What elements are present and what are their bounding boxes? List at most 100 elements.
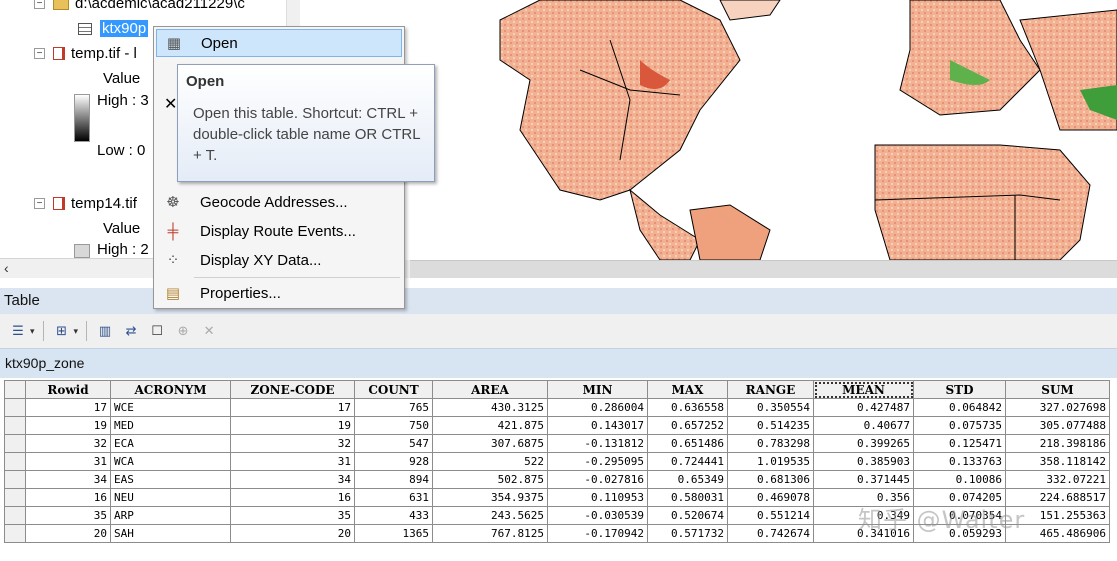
collapse-icon[interactable]: −: [34, 0, 45, 9]
cell-mean[interactable]: 0.399265: [813, 434, 914, 453]
dropdown-arrow-icon[interactable]: ▾: [30, 325, 35, 336]
cell-std[interactable]: 0.070354: [913, 506, 1006, 525]
row-selector[interactable]: [4, 452, 26, 471]
cell-std[interactable]: 0.059293: [913, 524, 1006, 543]
cell-area[interactable]: 243.5625: [432, 506, 548, 525]
raster-checkbox-icon[interactable]: [53, 197, 65, 210]
cell-count[interactable]: 750: [354, 416, 433, 435]
cell-area[interactable]: 522: [432, 452, 548, 471]
cell-max[interactable]: 0.571732: [647, 524, 728, 543]
table-row[interactable]: 16 NEU 16 631 354.9375 0.110953 0.580031 0.4690…: [4, 488, 1110, 507]
cell-range[interactable]: 0.551214: [727, 506, 814, 525]
table-options-icon[interactable]: ☰: [12, 323, 24, 338]
cell-sum[interactable]: 332.07221: [1005, 470, 1110, 489]
column-header-rowid[interactable]: Rowid: [25, 380, 111, 399]
cell-max[interactable]: 0.657252: [647, 416, 728, 435]
cell-mean[interactable]: 0.371445: [813, 470, 914, 489]
cell-max[interactable]: 0.724441: [647, 452, 728, 471]
cell-acronym[interactable]: MED: [110, 416, 231, 435]
collapse-icon[interactable]: −: [34, 198, 45, 209]
column-header-range[interactable]: RANGE: [727, 380, 814, 399]
cell-zone-code[interactable]: 31: [230, 452, 355, 471]
cell-acronym[interactable]: EAS: [110, 470, 231, 489]
layer-name[interactable]: temp14.tif: [71, 195, 137, 212]
table-row[interactable]: 31 WCA 31 928 522 -0.295095 0.724441 1.019535 0.…: [4, 452, 1110, 471]
column-header-sum[interactable]: SUM: [1005, 380, 1110, 399]
layer-node-temp[interactable]: − temp.tif - l: [34, 45, 137, 62]
cell-range[interactable]: 0.783298: [727, 434, 814, 453]
cell-sum[interactable]: 218.398186: [1005, 434, 1110, 453]
cell-area[interactable]: 502.875: [432, 470, 548, 489]
cell-zone-code[interactable]: 16: [230, 488, 355, 507]
cell-count[interactable]: 894: [354, 470, 433, 489]
cell-sum[interactable]: 465.486906: [1005, 524, 1110, 543]
map-horizontal-scrollbar[interactable]: [410, 260, 1117, 278]
table-row[interactable]: 20 SAH 20 1365 767.8125 -0.170942 0.571732 0.74…: [4, 524, 1110, 543]
table-row[interactable]: 17 WCE 17 765 430.3125 0.286004 0.636558 0.3505…: [4, 398, 1110, 417]
cell-rowid[interactable]: 32: [25, 434, 111, 453]
column-header-max[interactable]: MAX: [647, 380, 728, 399]
column-header-area[interactable]: AREA: [432, 380, 548, 399]
table-name[interactable]: ktx90p: [100, 20, 149, 37]
scroll-left-icon[interactable]: ‹: [4, 260, 9, 276]
cell-mean[interactable]: 0.356: [813, 488, 914, 507]
cell-zone-code[interactable]: 20: [230, 524, 355, 543]
cell-zone-code[interactable]: 35: [230, 506, 355, 525]
cell-acronym[interactable]: SAH: [110, 524, 231, 543]
cell-acronym[interactable]: ECA: [110, 434, 231, 453]
cell-rowid[interactable]: 35: [25, 506, 111, 525]
row-selector[interactable]: [4, 506, 26, 525]
cell-zone-code[interactable]: 34: [230, 470, 355, 489]
cell-count[interactable]: 547: [354, 434, 433, 453]
cell-zone-code[interactable]: 17: [230, 398, 355, 417]
cell-zone-code[interactable]: 32: [230, 434, 355, 453]
cell-range[interactable]: 0.350554: [727, 398, 814, 417]
zoom-to-selected-icon[interactable]: ⊕: [177, 323, 189, 338]
table-row[interactable]: 19 MED 19 750 421.875 0.143017 0.657252 0.51423…: [4, 416, 1110, 435]
table-row[interactable]: 35 ARP 35 433 243.5625 -0.030539 0.520674 0.551…: [4, 506, 1110, 525]
cell-max[interactable]: 0.65349: [647, 470, 728, 489]
cell-rowid[interactable]: 19: [25, 416, 111, 435]
menu-item-properties[interactable]: ▤ Properties...: [156, 279, 402, 307]
cell-count[interactable]: 928: [354, 452, 433, 471]
row-selector[interactable]: [4, 416, 26, 435]
row-selector[interactable]: [4, 434, 26, 453]
collapse-icon[interactable]: −: [34, 48, 45, 59]
column-header-acronym[interactable]: ACRONYM: [110, 380, 231, 399]
cell-max[interactable]: 0.520674: [647, 506, 728, 525]
cell-std[interactable]: 0.125471: [913, 434, 1006, 453]
cell-std[interactable]: 0.064842: [913, 398, 1006, 417]
layer-node-temp14[interactable]: − temp14.tif: [34, 195, 137, 212]
cell-mean[interactable]: 0.40677: [813, 416, 914, 435]
column-header-min[interactable]: MIN: [547, 380, 648, 399]
column-header-std[interactable]: STD: [913, 380, 1006, 399]
cell-std[interactable]: 0.133763: [913, 452, 1006, 471]
switch-selection-icon[interactable]: ⇄: [125, 323, 137, 338]
cell-std[interactable]: 0.10086: [913, 470, 1006, 489]
cell-rowid[interactable]: 16: [25, 488, 111, 507]
cell-range[interactable]: 0.514235: [727, 416, 814, 435]
cell-zone-code[interactable]: 19: [230, 416, 355, 435]
delete-selected-icon[interactable]: ✕: [203, 323, 215, 338]
cell-area[interactable]: 307.6875: [432, 434, 548, 453]
cell-min[interactable]: -0.295095: [547, 452, 648, 471]
row-selector[interactable]: [4, 470, 26, 489]
related-tables-icon[interactable]: ⊞: [56, 323, 67, 338]
row-selector[interactable]: [4, 398, 26, 417]
cell-rowid[interactable]: 20: [25, 524, 111, 543]
workspace-node[interactable]: − d:\acdemic\acad211229\c: [34, 0, 245, 12]
cell-min[interactable]: -0.030539: [547, 506, 648, 525]
cell-acronym[interactable]: NEU: [110, 488, 231, 507]
column-header-mean[interactable]: MEAN: [813, 380, 914, 399]
cell-area[interactable]: 421.875: [432, 416, 548, 435]
cell-range[interactable]: 0.681306: [727, 470, 814, 489]
remove-icon[interactable]: ✕: [164, 96, 178, 113]
cell-min[interactable]: 0.143017: [547, 416, 648, 435]
cell-area[interactable]: 430.3125: [432, 398, 548, 417]
table-row[interactable]: 32 ECA 32 547 307.6875 -0.131812 0.651486 0.783…: [4, 434, 1110, 453]
menu-item-open[interactable]: ▦ Open: [156, 29, 402, 57]
select-by-attributes-icon[interactable]: ▥: [98, 323, 112, 338]
cell-min[interactable]: -0.027816: [547, 470, 648, 489]
cell-range[interactable]: 0.469078: [727, 488, 814, 507]
cell-range[interactable]: 0.742674: [727, 524, 814, 543]
